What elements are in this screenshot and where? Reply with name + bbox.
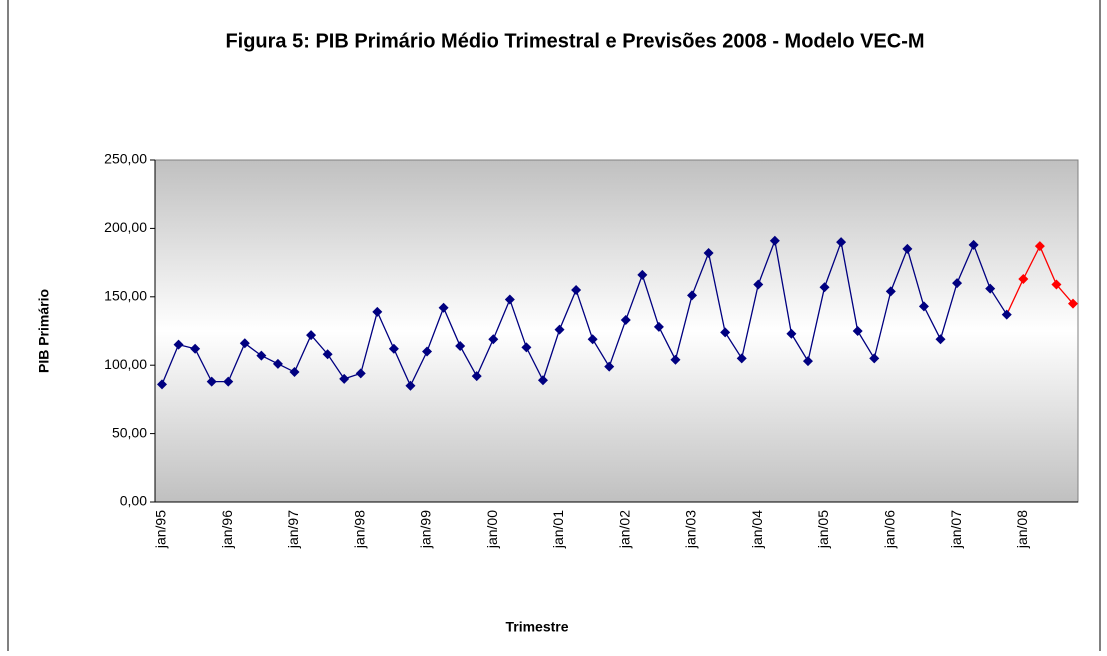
marker — [206, 376, 217, 387]
marker — [1018, 274, 1029, 285]
marker — [289, 367, 300, 378]
marker — [736, 353, 747, 364]
marker — [587, 334, 598, 345]
marker — [1051, 279, 1062, 290]
marker — [455, 341, 466, 352]
marker — [504, 294, 515, 305]
marker — [405, 380, 416, 391]
x-tick-label: jan/06 — [882, 510, 898, 549]
plot-area — [154, 159, 1079, 503]
marker — [1034, 241, 1045, 252]
marker — [819, 282, 830, 293]
y-tick-label: 100,00 — [104, 356, 147, 372]
marker — [786, 328, 797, 339]
marker — [637, 269, 648, 280]
marker — [388, 343, 399, 354]
marker — [422, 346, 433, 357]
marker — [670, 354, 681, 365]
series-line — [161, 238, 1008, 388]
marker — [869, 353, 880, 364]
marker — [272, 358, 283, 369]
marker — [918, 301, 929, 312]
marker — [521, 342, 532, 353]
y-tick-label: 0,00 — [120, 493, 147, 509]
marker — [537, 375, 548, 386]
marker — [306, 330, 317, 341]
marker — [372, 306, 383, 317]
x-tick-label: jan/99 — [418, 510, 434, 549]
y-tick-label: 200,00 — [104, 219, 147, 235]
marker — [753, 279, 764, 290]
x-tick-label: jan/00 — [484, 510, 500, 549]
marker — [620, 315, 631, 326]
x-tick-label: jan/05 — [815, 510, 831, 549]
x-tick-label: jan/07 — [948, 510, 964, 549]
x-tick-label: jan/02 — [616, 510, 632, 549]
marker — [239, 338, 250, 349]
marker — [471, 371, 482, 382]
y-tick-label: 150,00 — [104, 288, 147, 304]
x-tick-label: jan/97 — [285, 510, 301, 549]
marker — [223, 376, 234, 387]
y-tick-label: 250,00 — [104, 151, 147, 167]
marker — [190, 343, 201, 354]
marker — [339, 373, 350, 384]
marker — [173, 339, 184, 350]
marker — [604, 361, 615, 372]
marker — [720, 327, 731, 338]
marker — [488, 334, 499, 345]
x-tick-label: jan/95 — [153, 510, 169, 549]
y-tick-label: 50,00 — [112, 424, 147, 440]
marker — [322, 349, 333, 360]
marker — [902, 243, 913, 254]
marker — [355, 368, 366, 379]
series-line — [1022, 244, 1074, 305]
marker — [952, 278, 963, 289]
marker — [703, 248, 714, 259]
series-connector — [1006, 278, 1024, 315]
marker — [836, 237, 847, 248]
marker — [653, 321, 664, 332]
marker — [1001, 309, 1012, 320]
x-axis-title: Trimestre — [505, 619, 568, 635]
x-tick-label: jan/98 — [351, 510, 367, 549]
marker — [968, 239, 979, 250]
chart-title: Figura 5: PIB Primário Médio Trimestral … — [225, 30, 924, 52]
marker — [852, 326, 863, 336]
x-tick-label: jan/96 — [219, 510, 235, 549]
x-tick-label: jan/08 — [1014, 510, 1030, 549]
marker — [885, 286, 896, 297]
marker — [571, 284, 582, 295]
x-tick-label: jan/03 — [683, 510, 699, 549]
marker — [554, 324, 565, 335]
marker — [802, 356, 813, 367]
marker — [985, 283, 996, 294]
x-tick-label: jan/04 — [749, 510, 765, 549]
marker — [438, 302, 449, 313]
marker — [256, 350, 267, 361]
marker — [769, 235, 780, 246]
marker — [1068, 298, 1078, 309]
y-axis-title: PIB Primário — [36, 289, 52, 373]
marker — [157, 379, 167, 390]
marker — [687, 290, 698, 301]
marker — [935, 334, 946, 345]
x-tick-label: jan/01 — [550, 510, 566, 549]
